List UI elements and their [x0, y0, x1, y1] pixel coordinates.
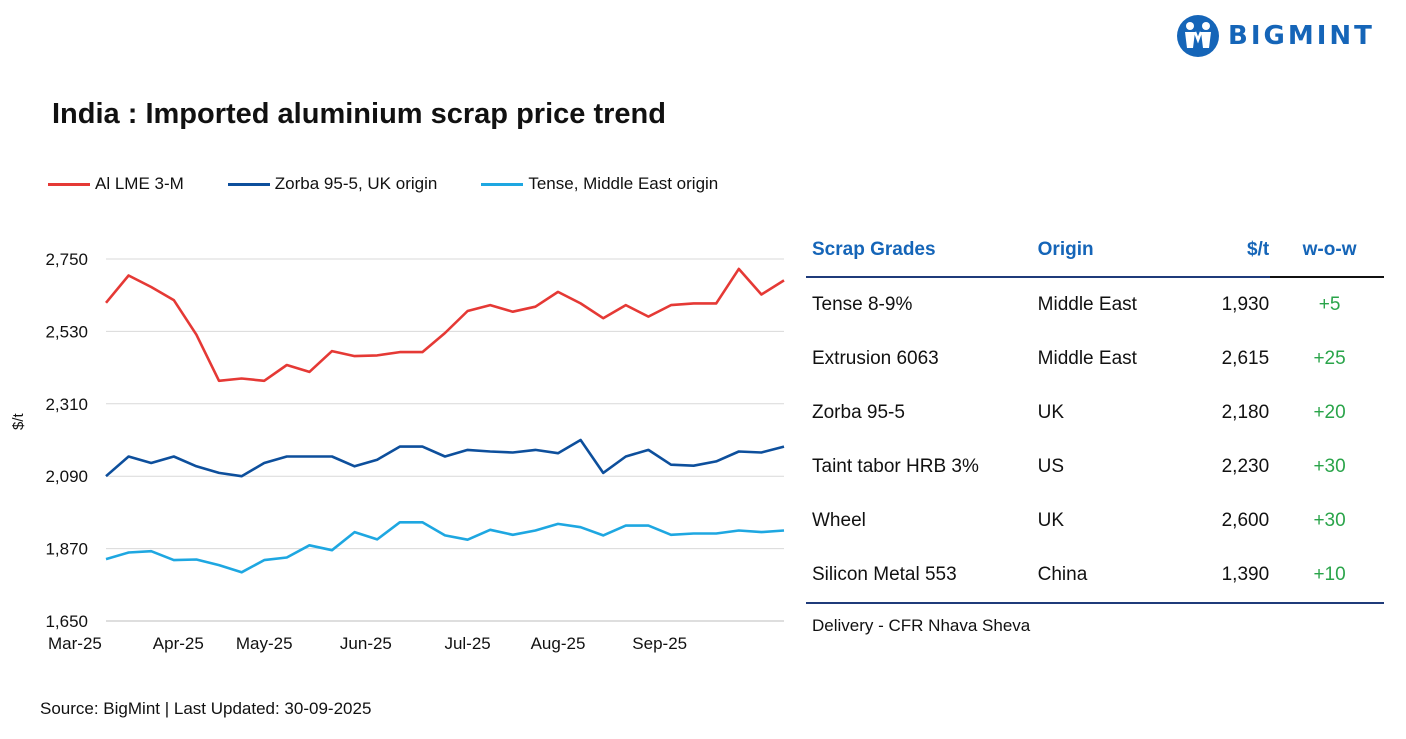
legend-label-al-lme: Al LME 3-M	[95, 174, 184, 193]
series-line-zorba	[105, 438, 785, 478]
header-origin: Origin	[1037, 239, 1094, 260]
x-tick-label: Apr-25	[153, 634, 204, 653]
legend-swatch-tense	[481, 182, 524, 186]
y-tick-label: 2,530	[45, 322, 88, 341]
cell-origin: UK	[1037, 402, 1065, 423]
cell-grade: Silicon Metal 553	[812, 564, 957, 585]
cell-wow: +30	[1313, 510, 1346, 531]
line-chart: 2,750 2,530 2,310 2,090 1,870 1,650 Mar-25 Apr-…	[45, 250, 785, 653]
cell-price: 2,230	[1221, 456, 1270, 477]
cell-grade: Extrusion 6063	[812, 348, 939, 369]
cell-price: 2,600	[1221, 510, 1270, 531]
cell-price: 2,615	[1221, 348, 1270, 369]
cell-grade: Taint tabor HRB 3%	[812, 456, 979, 477]
table-body: Tense 8-9% Middle East 1,930 +5 Extrusion 60…	[806, 278, 1384, 602]
series-line-tense	[105, 520, 785, 574]
cell-origin: Middle East	[1037, 348, 1137, 369]
x-tick-label: Aug-25	[531, 634, 586, 653]
y-tick-label: 2,090	[45, 467, 88, 486]
chart-legend: Al LME 3-M Zorba 95-5, UK origin Tense, …	[48, 174, 762, 194]
bigmint-people-logo-icon	[1177, 15, 1219, 57]
cell-price: 1,930	[1221, 294, 1270, 315]
table-row: Tense 8-9% Middle East 1,930 +5	[806, 278, 1384, 332]
header-divider	[806, 276, 1270, 278]
legend-item-zorba: Zorba 95-5, UK origin	[227, 174, 438, 194]
brand-name: BIGMINT	[1228, 21, 1375, 51]
cell-wow: +20	[1313, 402, 1346, 423]
x-tick-label: May-25	[236, 634, 293, 653]
header-scrap-grades: Scrap Grades	[812, 239, 936, 260]
cell-origin: Middle East	[1037, 294, 1137, 315]
cell-wow: +30	[1313, 456, 1346, 477]
legend-label-tense: Tense, Middle East origin	[528, 174, 719, 193]
table-row: Zorba 95-5 UK 2,180 +20	[806, 386, 1384, 440]
table-row: Silicon Metal 553 China 1,390 +10	[806, 548, 1384, 602]
cell-grade: Zorba 95-5	[812, 402, 905, 423]
header-divider-wow	[1270, 276, 1384, 278]
y-axis-label: $/t	[10, 413, 27, 430]
y-tick-label: 1,870	[45, 540, 88, 559]
table-row: Taint tabor HRB 3% US 2,230 +30	[806, 440, 1384, 494]
y-tick-label: 2,750	[45, 250, 88, 269]
cell-price: 2,180	[1221, 402, 1270, 423]
cell-origin: China	[1037, 564, 1088, 585]
table-row: Wheel UK 2,600 +30	[806, 494, 1384, 548]
x-tick-label: Jul-25	[444, 634, 490, 653]
table-row: Extrusion 6063 Middle East 2,615 +25	[806, 332, 1384, 386]
y-tick-label: 2,310	[45, 395, 88, 414]
legend-swatch-zorba	[227, 182, 270, 186]
x-tick-label: Mar-25	[48, 634, 102, 653]
y-tick-label: 1,650	[45, 612, 88, 631]
delivery-note: Delivery - CFR Nhava Sheva	[812, 616, 1031, 635]
cell-grade: Tense 8-9%	[812, 294, 913, 315]
legend-item-al-lme: Al LME 3-M	[48, 174, 184, 194]
legend-swatch-al-lme	[48, 182, 90, 186]
cell-wow: +5	[1318, 294, 1341, 315]
table-bottom-rule	[806, 602, 1384, 604]
source-footer: Source: BigMint | Last Updated: 30-09-20…	[40, 699, 372, 718]
cell-price: 1,390	[1221, 564, 1270, 585]
x-tick-label: Sep-25	[632, 634, 687, 653]
cell-origin: US	[1037, 456, 1065, 477]
table-header: Scrap Grades Origin $/t w-o-w	[806, 222, 1384, 278]
header-wow: w-o-w	[1302, 239, 1357, 260]
header-price: $/t	[1246, 239, 1270, 260]
scrap-grades-table: Scrap Grades Origin $/t w-o-w Tense 8-9%…	[806, 222, 1384, 636]
cell-grade: Wheel	[812, 510, 866, 531]
cell-wow: +10	[1313, 564, 1346, 585]
cell-wow: +25	[1313, 348, 1346, 369]
legend-label-zorba: Zorba 95-5, UK origin	[274, 174, 438, 193]
legend-item-tense: Tense, Middle East origin	[481, 174, 718, 194]
brand-logo: BIGMINT	[1176, 14, 1375, 58]
cell-origin: UK	[1037, 510, 1065, 531]
series-line-al-lme	[104, 267, 785, 383]
page-title: India : Imported aluminium scrap price t…	[52, 98, 666, 130]
x-tick-label: Jun-25	[340, 634, 392, 653]
